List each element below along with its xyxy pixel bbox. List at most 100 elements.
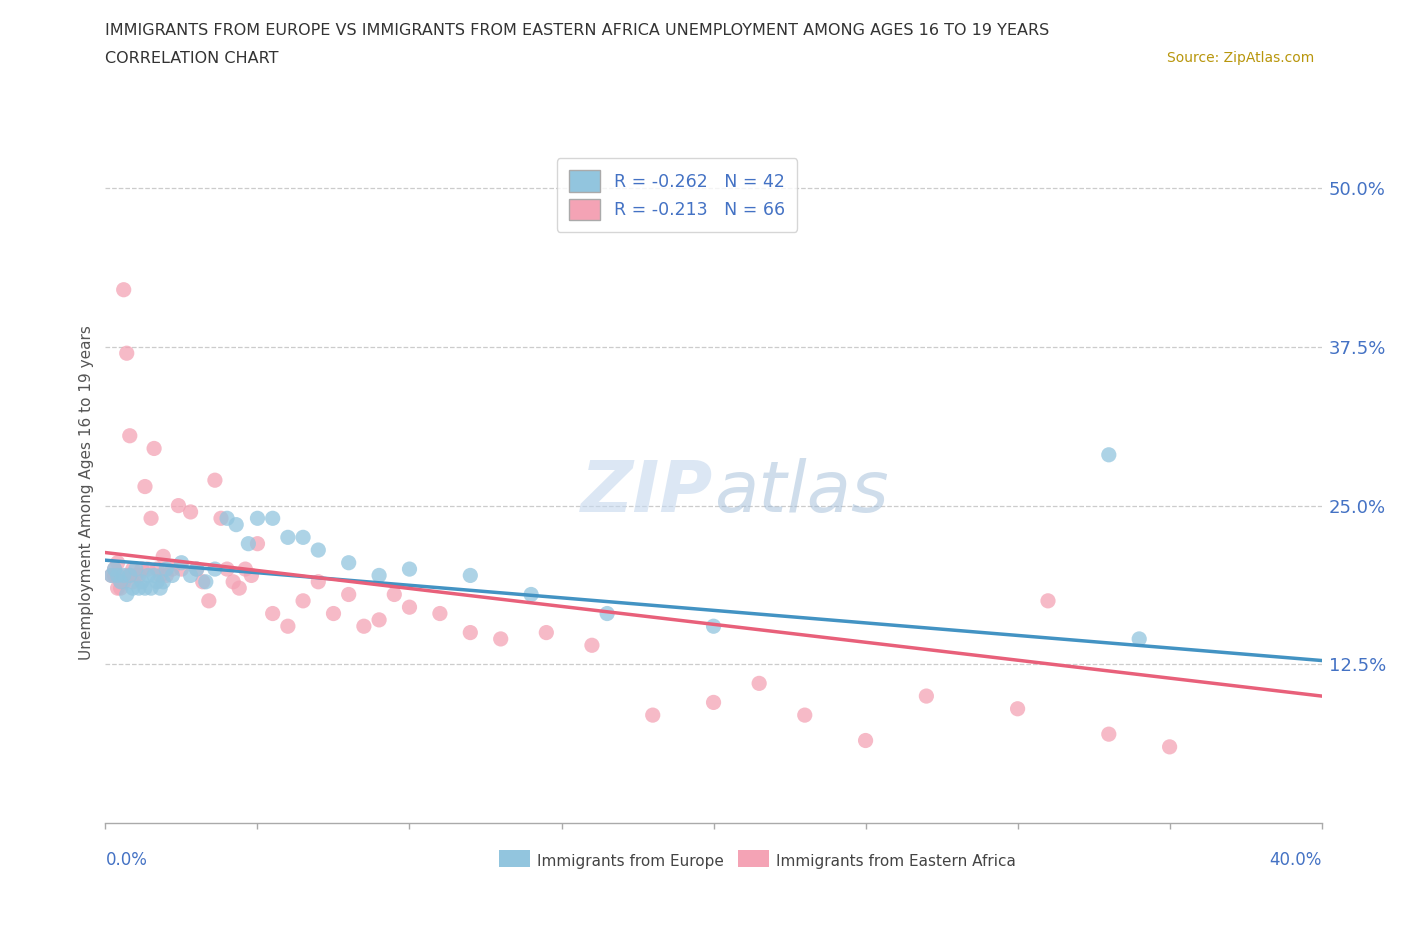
Point: [458, 625, 481, 640]
Point: [180, 568, 202, 583]
Point: [125, 562, 148, 577]
Point: [139, 580, 162, 595]
Legend: R = -0.262   N = 42, R = -0.213   N = 66: R = -0.262 N = 42, R = -0.213 N = 66: [557, 158, 797, 232]
Text: CORRELATION CHART: CORRELATION CHART: [105, 51, 278, 66]
Point: [596, 606, 619, 621]
Point: [228, 580, 250, 595]
Point: [641, 708, 664, 723]
Point: [702, 618, 725, 633]
Point: [136, 562, 159, 577]
Point: [536, 625, 558, 640]
Point: [103, 562, 125, 577]
Point: [1007, 701, 1029, 716]
Point: [100, 568, 122, 583]
Point: [118, 568, 141, 583]
Point: [1098, 726, 1121, 741]
Point: [143, 441, 166, 456]
Point: [382, 587, 405, 602]
Point: [1159, 739, 1181, 754]
Text: IMMIGRANTS FROM EUROPE VS IMMIGRANTS FROM EASTERN AFRICA UNEMPLOYMENT AMONG AGES: IMMIGRANTS FROM EUROPE VS IMMIGRANTS FRO…: [105, 23, 1050, 38]
Point: [110, 580, 132, 595]
Point: [103, 568, 125, 583]
Point: [191, 575, 214, 590]
Point: [489, 631, 512, 646]
Text: Immigrants from Eastern Africa: Immigrants from Eastern Africa: [776, 854, 1017, 869]
Point: [337, 555, 360, 570]
Point: [134, 479, 156, 494]
Point: [225, 517, 247, 532]
Point: [398, 562, 420, 577]
Point: [155, 568, 177, 583]
Point: [429, 606, 451, 621]
Point: [368, 568, 391, 583]
Point: [209, 511, 232, 525]
Point: [118, 429, 141, 444]
Point: [167, 498, 190, 513]
Point: [238, 537, 260, 551]
Point: [121, 580, 143, 595]
Point: [748, 676, 770, 691]
Point: [307, 542, 329, 557]
Point: [143, 568, 166, 583]
Text: Source: ZipAtlas.com: Source: ZipAtlas.com: [1167, 51, 1315, 65]
Point: [162, 562, 184, 577]
Point: [277, 530, 299, 545]
Point: [702, 695, 725, 710]
Point: [131, 575, 153, 590]
Point: [170, 555, 193, 570]
Point: [204, 472, 226, 487]
Point: [222, 575, 245, 590]
Point: [915, 688, 938, 703]
Point: [246, 511, 269, 525]
Point: [155, 562, 177, 577]
Point: [1098, 447, 1121, 462]
Point: [262, 606, 284, 621]
Point: [103, 562, 125, 577]
Point: [121, 562, 143, 577]
Point: [458, 568, 481, 583]
Point: [128, 580, 150, 595]
Point: [128, 568, 150, 583]
Point: [131, 562, 153, 577]
Point: [152, 549, 174, 564]
Point: [115, 346, 138, 361]
Point: [368, 613, 391, 628]
Point: [217, 511, 239, 525]
Point: [180, 504, 202, 519]
Point: [110, 575, 132, 590]
Point: [307, 575, 329, 590]
Point: [262, 511, 284, 525]
Point: [112, 283, 135, 298]
Point: [100, 568, 122, 583]
Point: [233, 562, 256, 577]
Point: [152, 575, 174, 590]
Point: [112, 575, 135, 590]
Point: [112, 568, 135, 583]
Point: [204, 562, 226, 577]
Point: [107, 555, 129, 570]
Point: [107, 568, 129, 583]
Point: [277, 618, 299, 633]
Point: [855, 733, 877, 748]
Point: [240, 568, 263, 583]
Point: [134, 580, 156, 595]
Point: [125, 568, 148, 583]
Point: [136, 568, 159, 583]
Point: [398, 600, 420, 615]
Point: [139, 511, 162, 525]
Text: ZIP: ZIP: [581, 458, 713, 527]
Point: [353, 618, 375, 633]
Point: [146, 562, 169, 577]
Point: [149, 568, 172, 583]
Point: [1036, 593, 1059, 608]
Point: [110, 575, 132, 590]
Point: [162, 568, 184, 583]
Point: [146, 575, 169, 590]
Point: [115, 587, 138, 602]
Point: [107, 580, 129, 595]
Point: [194, 575, 217, 590]
Text: 40.0%: 40.0%: [1270, 851, 1322, 869]
Point: [292, 530, 315, 545]
Point: [520, 587, 543, 602]
Text: atlas: atlas: [713, 458, 889, 527]
